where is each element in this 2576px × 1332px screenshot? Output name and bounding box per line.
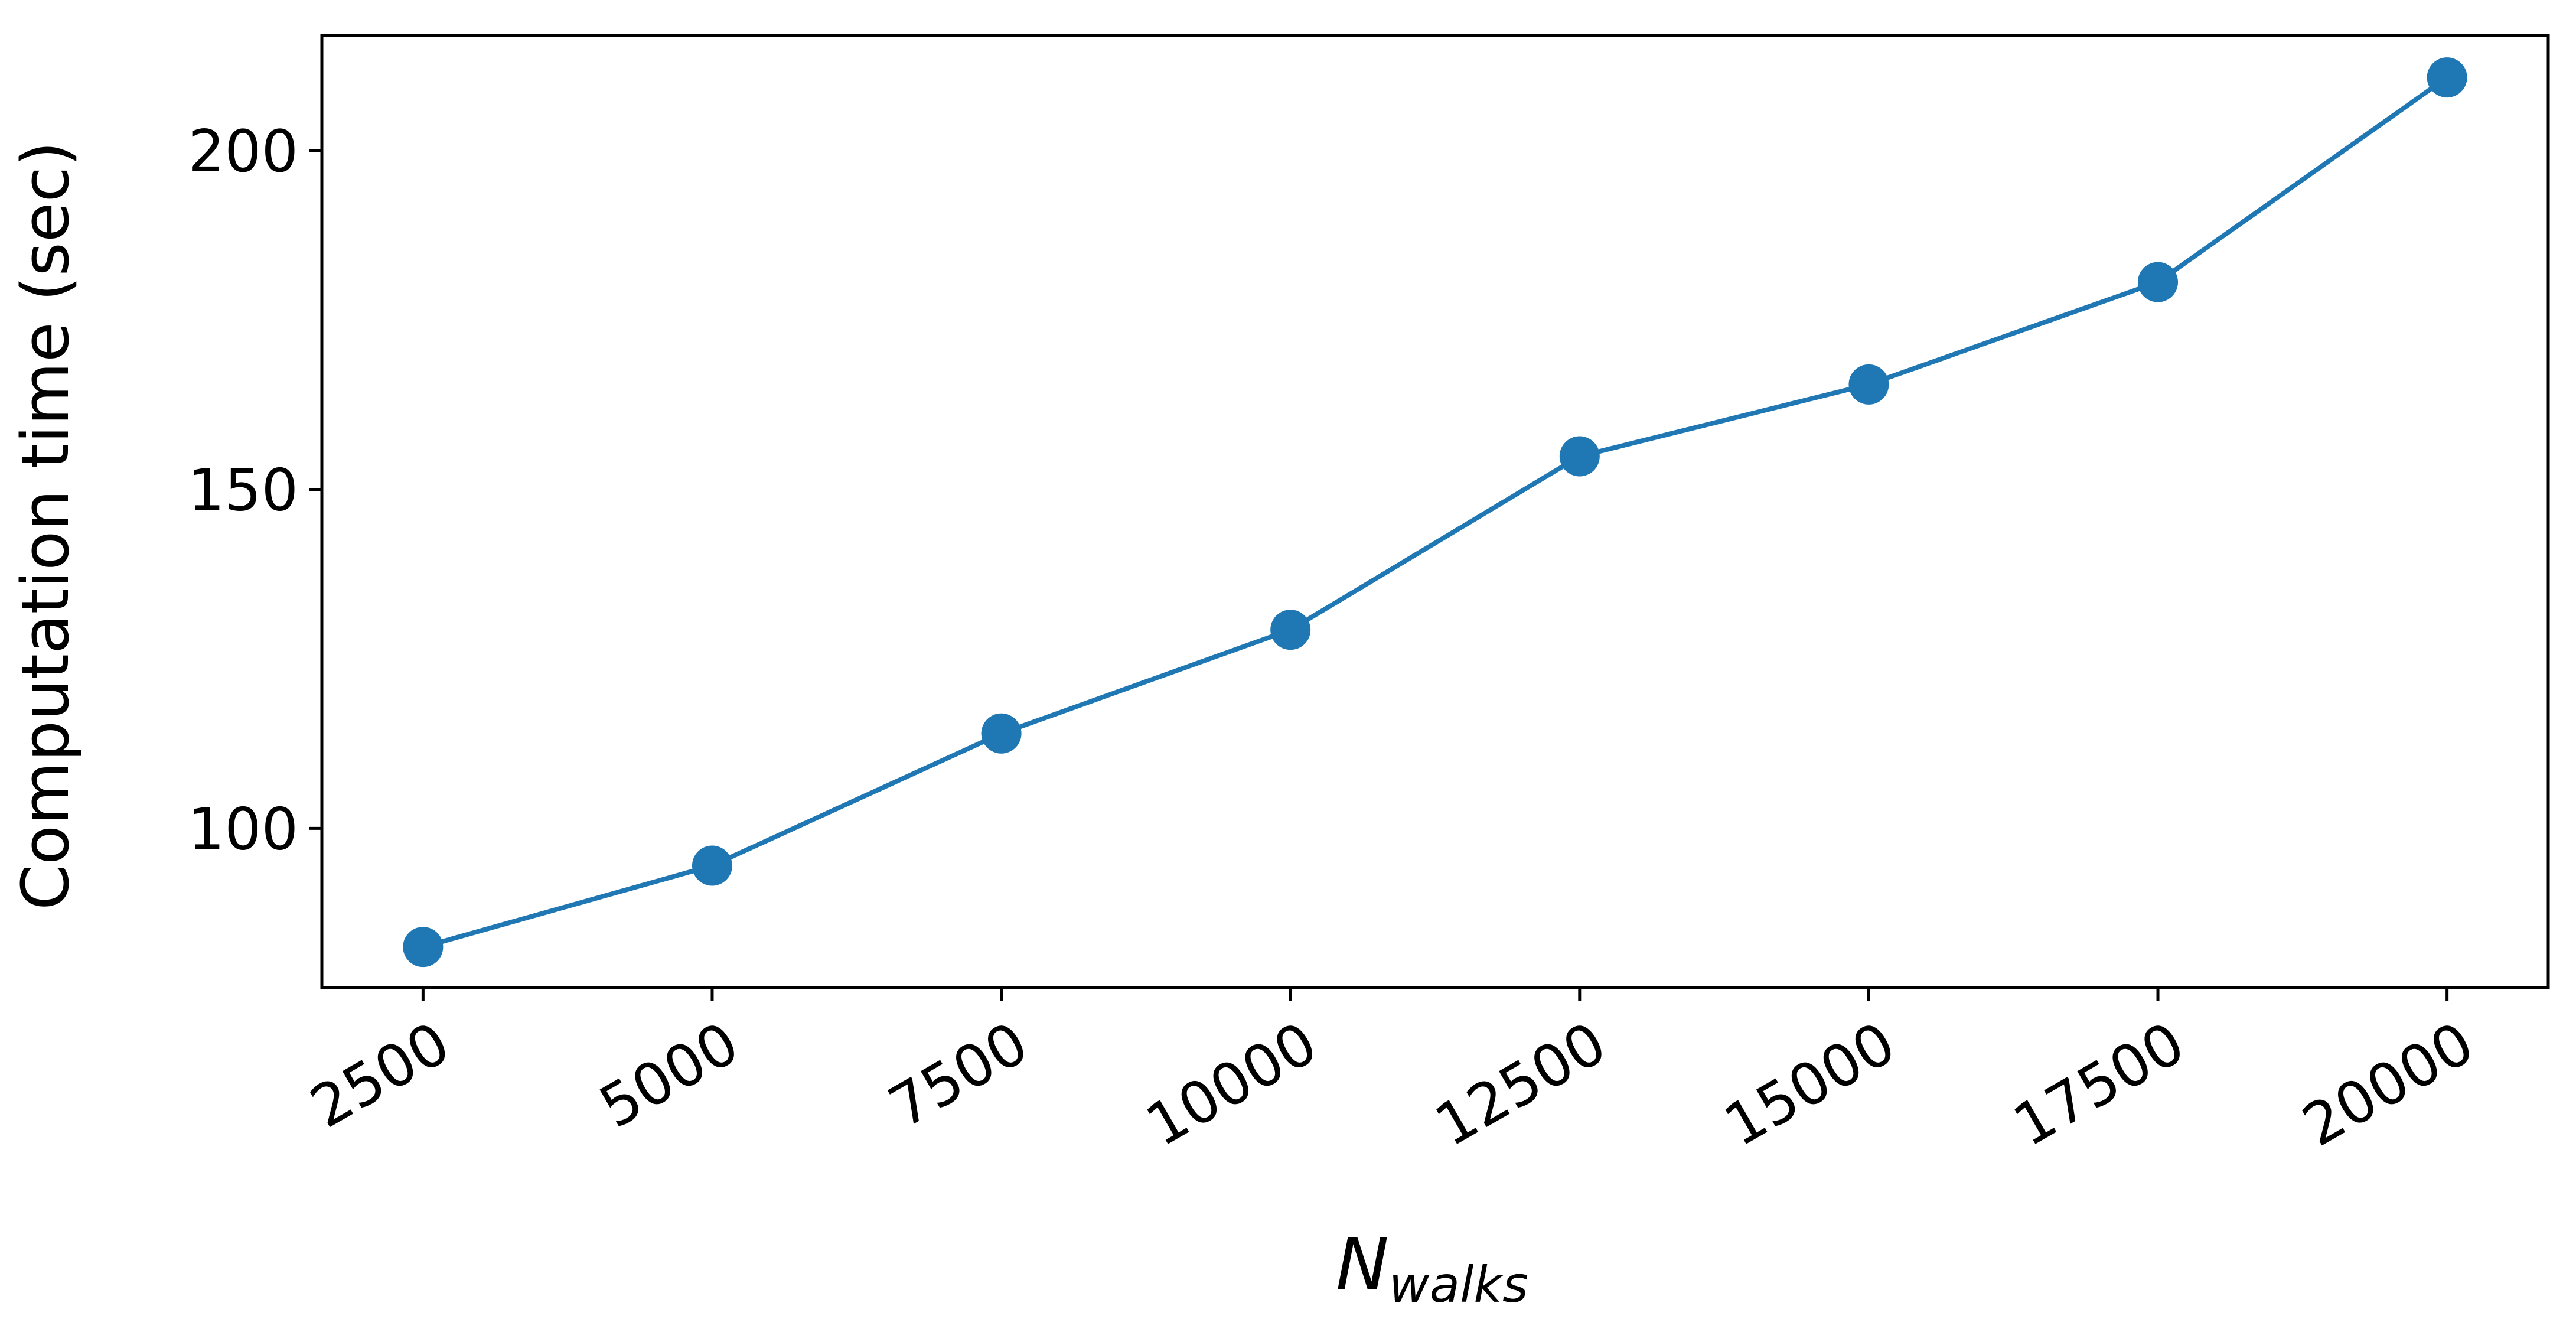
y-tick-label: 100 — [188, 796, 298, 863]
series-markers — [403, 57, 2467, 968]
data-point — [692, 845, 732, 886]
data-point — [981, 713, 1022, 754]
x-axis-title: Nwalks — [1336, 1224, 1528, 1314]
data-point — [1559, 436, 1600, 477]
y-axis-ticks: 100 150 200 — [188, 118, 322, 863]
data-point — [2427, 57, 2467, 98]
plot-area-frame — [320, 34, 2550, 989]
x-axis-title-main: N — [1336, 1224, 1389, 1306]
y-tick-label: 200 — [188, 118, 298, 185]
series-line — [420, 75, 2450, 950]
data-point — [1848, 364, 1889, 405]
y-axis-title: Computation time (sec) — [8, 141, 83, 910]
data-point — [2138, 262, 2179, 302]
x-axis-title-subscript: walks — [1389, 1256, 1528, 1314]
data-point — [1270, 610, 1311, 650]
y-tick-label: 150 — [188, 457, 298, 525]
data-point — [403, 927, 444, 968]
